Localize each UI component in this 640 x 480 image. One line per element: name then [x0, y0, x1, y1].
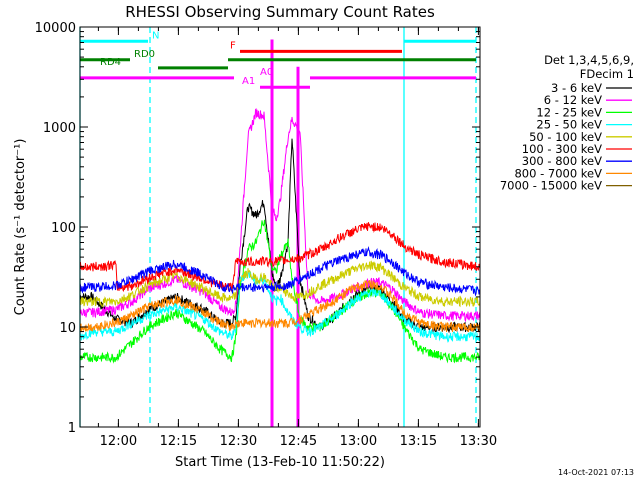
axes: 1 10 100 1000 10000 12:00 12:15 12:30 12:45 13:00…	[35, 21, 497, 449]
x-tick-label: 12:30	[220, 434, 257, 449]
legend-entry-label: 100 - 300 keV	[522, 142, 602, 156]
series-line-6	[79, 245, 481, 297]
series-line-7	[79, 279, 481, 333]
x-tick-label: 13:30	[460, 434, 497, 449]
flag-label-a1: A1	[242, 76, 255, 87]
series-line-3	[79, 270, 481, 343]
y-tick-label: 100	[51, 221, 76, 236]
legend-entry-label: 12 - 25 keV	[536, 105, 602, 119]
legend-entry-label: 25 - 50 keV	[536, 118, 602, 132]
x-tick-label: 12:15	[160, 434, 197, 449]
flag-label-rd4: RD4	[100, 57, 121, 68]
legend-entry-label: 300 - 800 keV	[522, 154, 602, 168]
legend-entry-label: 6 - 12 keV	[544, 93, 602, 107]
generated-timestamp: 14-Oct-2021 07:13	[558, 468, 634, 477]
legend-header-detectors: Det 1,3,4,5,6,9,	[544, 53, 634, 67]
y-axis-label: Count Rate (s⁻¹ detector⁻¹)	[13, 139, 28, 316]
chart-title: RHESSI Observing Summary Count Rates	[125, 3, 435, 21]
y-tick-label: 1000	[43, 121, 76, 136]
flag-label-rd0: RD0	[134, 49, 155, 60]
series-line-5	[79, 222, 481, 292]
y-tick-label: 10000	[35, 21, 76, 36]
y-tick-label: 1	[68, 421, 76, 436]
legend-entry-label: 7000 - 15000 keV	[500, 179, 602, 193]
x-tick-label: 12:45	[280, 434, 317, 449]
x-tick-label: 13:00	[340, 434, 377, 449]
flag-label-n: N	[152, 30, 159, 41]
series-line-1	[79, 107, 481, 323]
x-tick-label: 12:00	[100, 434, 137, 449]
flag-bars: N RD0 RD4 F A0 A1	[80, 30, 476, 89]
series-line-2	[79, 219, 481, 364]
series-lines	[79, 107, 481, 364]
legend-header-fdecim: FDecim 1	[580, 67, 634, 81]
flag-label-f: F	[230, 40, 236, 51]
series-line-0	[79, 138, 481, 334]
flag-label-a0: A0	[260, 67, 273, 78]
legend-entry-label: 50 - 100 keV	[529, 130, 602, 144]
legend-entry-label: 800 - 7000 keV	[514, 166, 602, 180]
x-tick-label: 13:15	[400, 434, 437, 449]
y-tick-label: 10	[59, 321, 76, 336]
x-axis-label: Start Time (13-Feb-10 11:50:22)	[175, 455, 385, 470]
legend-entry-label: 3 - 6 keV	[551, 81, 602, 95]
